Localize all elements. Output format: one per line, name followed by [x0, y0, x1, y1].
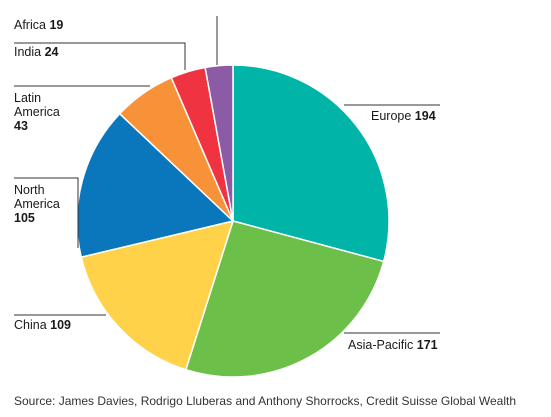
leader-line-india — [14, 42, 186, 70]
label-north-america: North America 105 — [14, 183, 60, 225]
source-note: Source: James Davies, Rodrigo Lluberas a… — [14, 394, 517, 408]
pie-slice-africa — [204, 64, 234, 222]
label-europe: Europe 194 — [371, 109, 436, 123]
label-china: China 109 — [14, 318, 72, 332]
pie-slice-china — [80, 219, 235, 371]
label-latin-america: Latin America 43 — [14, 91, 60, 133]
label-africa: Africa 19 — [14, 18, 64, 32]
label-india: India 24 — [14, 45, 59, 59]
label-asia-pacific: Asia-Pacific 171 — [348, 338, 438, 352]
leader-line-north-america — [14, 177, 79, 248]
pie-slice-north-america — [76, 112, 235, 259]
pie-slice-europe — [232, 64, 390, 263]
pie-slice-asia-pacific — [184, 220, 385, 378]
